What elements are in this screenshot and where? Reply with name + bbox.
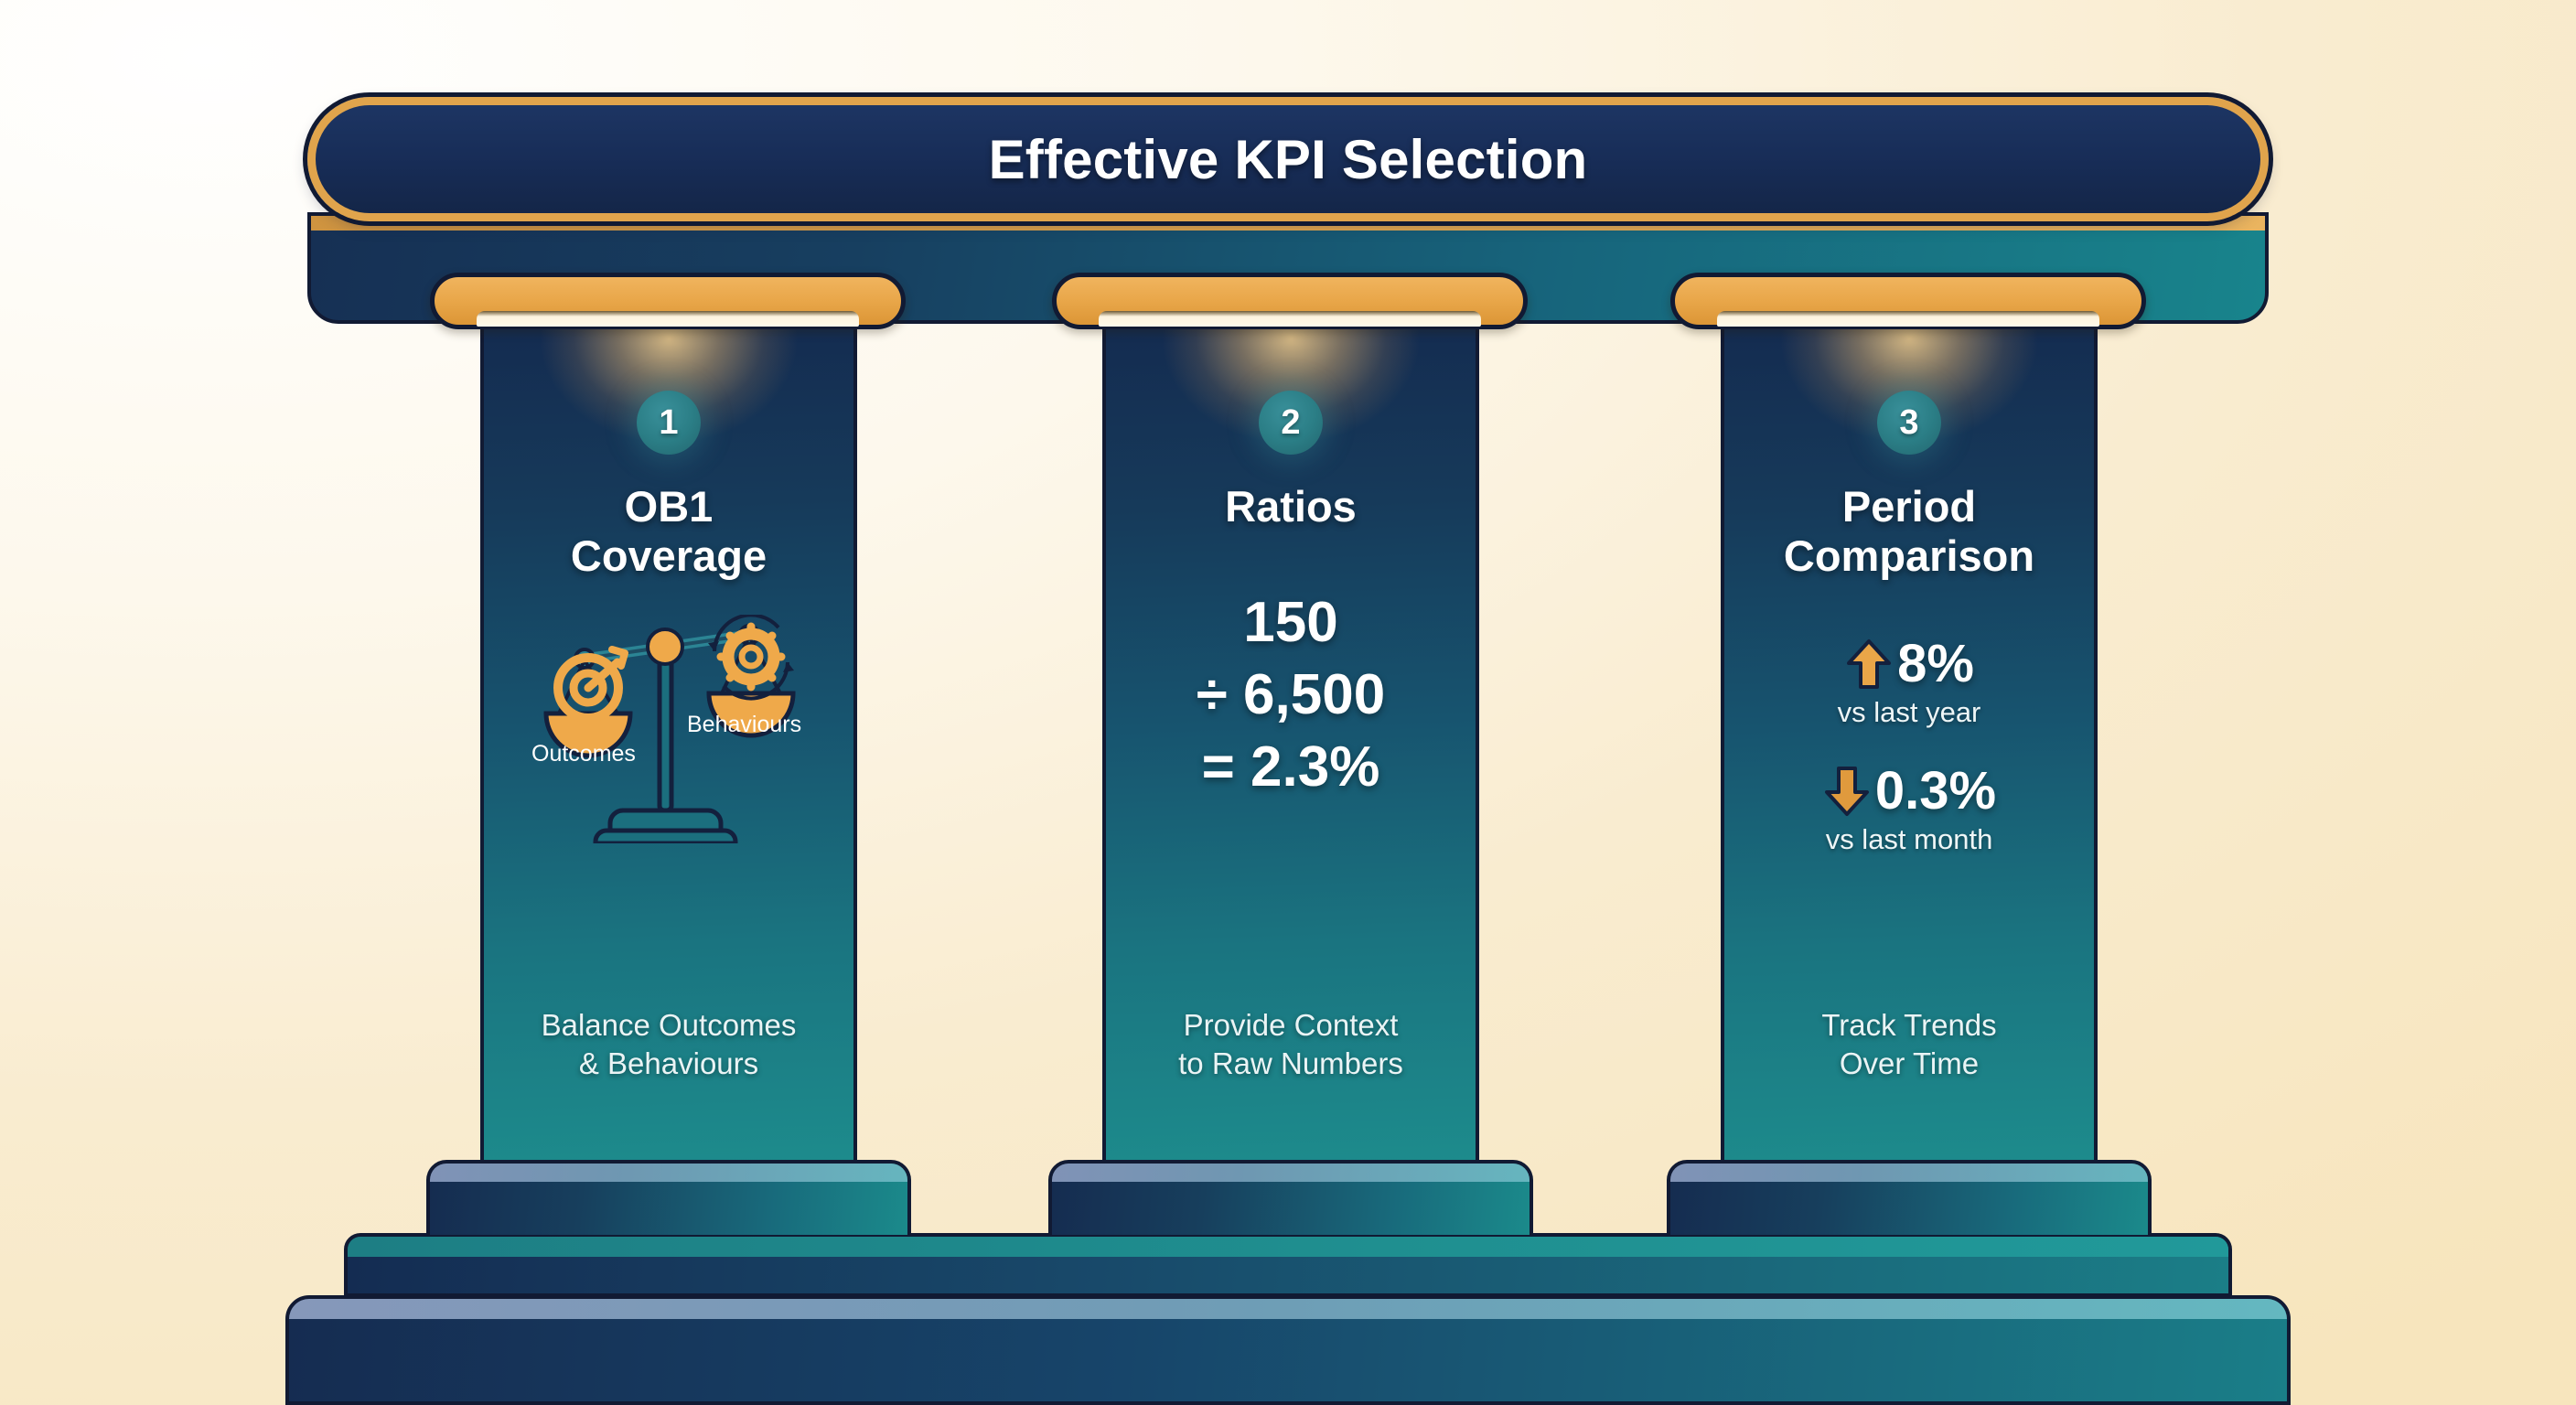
trend-row-up: 8% xyxy=(1724,633,2094,694)
pillar-3-title: Period Comparison xyxy=(1783,482,2035,580)
base-step-upper xyxy=(344,1233,2232,1297)
pillar-2-light-slot xyxy=(1098,311,1482,327)
scales-right-label: Behaviours xyxy=(687,712,801,737)
pillar-1-light-slot xyxy=(476,311,860,327)
trend-up-value: 8% xyxy=(1897,634,1974,694)
pillar-2-title: Ratios xyxy=(1225,482,1357,531)
trend-down-value: 0.3% xyxy=(1874,761,1997,821)
pillar-1-plinth-highlight xyxy=(430,1164,907,1182)
pillar-3-capital xyxy=(1670,273,2146,329)
trend-row-down: 0.3% xyxy=(1724,760,2094,821)
pillar-1-number-badge: 1 xyxy=(637,391,701,455)
pillar-2-plinth-highlight xyxy=(1052,1164,1530,1182)
pillar-1-shaft: 1 OB1 Coverage xyxy=(480,322,857,1160)
pillar-1-plinth xyxy=(426,1160,911,1235)
trend-metrics: 8% vs last year 0.3% vs last month xyxy=(1724,633,2094,856)
pillar-2-shaft: 2 Ratios 150 ÷ 6,500 = 2.3% Provide Cont… xyxy=(1102,322,1479,1160)
pillar-1-capital xyxy=(430,273,906,329)
pillar-2-caption: Provide Context to Raw Numbers xyxy=(1178,1007,1403,1080)
pillar-3-plinth-highlight xyxy=(1670,1164,2148,1182)
ratio-formula: 150 ÷ 6,500 = 2.3% xyxy=(1197,586,1385,804)
arrow-up-icon xyxy=(1844,637,1894,692)
pillar-1-caption: Balance Outcomes & Behaviours xyxy=(541,1007,797,1080)
pillar-1-title: OB1 Coverage xyxy=(570,482,767,580)
pillar-3-light-slot xyxy=(1716,311,2100,327)
base-step-lower-highlight xyxy=(289,1299,2287,1319)
arrow-down-icon xyxy=(1822,764,1872,819)
trend-spacer xyxy=(1724,729,2094,760)
trend-up-caption: vs last year xyxy=(1837,696,1981,729)
pillar-3-caption: Track Trends Over Time xyxy=(1821,1007,1997,1080)
pillar-2-number-badge: 2 xyxy=(1259,391,1323,455)
ratio-divisor: ÷ 6,500 xyxy=(1196,662,1386,726)
base-step-upper-highlight xyxy=(348,1237,2228,1257)
scales-left-label: Outcomes xyxy=(531,741,636,767)
balance-scales-icon: Outcomes Behaviours xyxy=(522,613,815,848)
ratio-result: = 2.3% xyxy=(1201,735,1380,799)
pillar-3-number-badge: 3 xyxy=(1877,391,1941,455)
pillar-3-shaft: 3 Period Comparison 8% vs last year xyxy=(1721,322,2098,1160)
trend-down-caption: vs last month xyxy=(1825,823,1993,856)
page-title: Effective KPI Selection xyxy=(988,128,1588,190)
pillar-2-capital xyxy=(1052,273,1528,329)
base-step-lower xyxy=(285,1295,2291,1405)
pillar-2-plinth xyxy=(1048,1160,1533,1235)
title-banner: Effective KPI Selection xyxy=(303,92,2273,226)
ratio-numerator: 150 xyxy=(1243,590,1338,654)
pillar-3-plinth xyxy=(1667,1160,2152,1235)
